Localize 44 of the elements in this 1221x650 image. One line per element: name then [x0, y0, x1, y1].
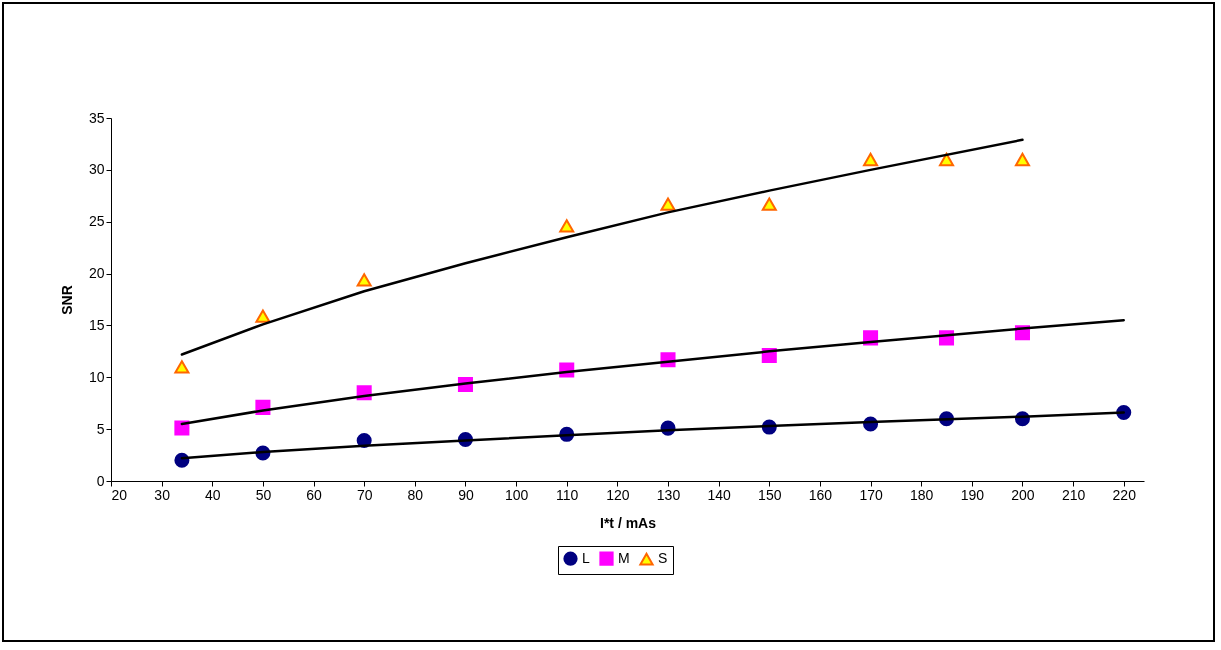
y-tick-label: 20 — [88, 265, 105, 282]
legend-label: S — [658, 550, 668, 567]
x-tick-label: 90 — [458, 486, 474, 503]
x-tick-label: 30 — [154, 486, 171, 503]
legend-label: M — [618, 549, 630, 566]
x-tick-label: 60 — [306, 486, 323, 503]
y-axis-title: SNR — [58, 285, 75, 315]
point — [1014, 152, 1030, 167]
y-tick-label: 35 — [88, 109, 105, 126]
x-tick-label: 20 — [111, 486, 128, 503]
point — [863, 152, 879, 167]
x-tick-label: 180 — [910, 486, 934, 503]
x-tick-label: 70 — [356, 486, 373, 503]
x-tick-label: 40 — [204, 486, 221, 503]
x-axis-title: I*t / mAs — [599, 514, 657, 531]
x-tick-label: 140 — [707, 486, 732, 503]
y-tick-label: 0 — [96, 472, 105, 489]
x-tick-label: 190 — [960, 486, 985, 503]
x-tick-label: 200 — [1011, 486, 1035, 503]
point — [761, 197, 777, 211]
x-tick-label: 170 — [859, 486, 883, 503]
x-tick-label: 220 — [1112, 486, 1137, 503]
x-tick-label: 100 — [504, 486, 529, 503]
y-tick-label: 5 — [96, 420, 105, 437]
line-series — [180, 138, 1024, 356]
point — [660, 197, 676, 211]
x-tick-label: 150 — [758, 486, 782, 503]
point — [939, 152, 955, 167]
x-tick-label: 120 — [606, 486, 630, 503]
x-tick-label: 210 — [1061, 486, 1086, 503]
y-tick-label: 15 — [88, 316, 105, 333]
point — [356, 273, 372, 287]
point — [559, 219, 575, 233]
x-tick-label: 110 — [556, 486, 579, 503]
x-tick-label: 130 — [656, 486, 681, 503]
legend-label: L — [582, 549, 590, 566]
x-tick-label: 160 — [808, 486, 833, 503]
point — [174, 360, 190, 374]
y-tick-label: 10 — [88, 368, 105, 385]
y-tick-label: 30 — [88, 161, 105, 178]
x-tick-label: 50 — [255, 486, 272, 503]
x-tick-label: 80 — [407, 486, 424, 503]
point — [255, 309, 271, 323]
y-tick-label: 25 — [88, 213, 105, 230]
